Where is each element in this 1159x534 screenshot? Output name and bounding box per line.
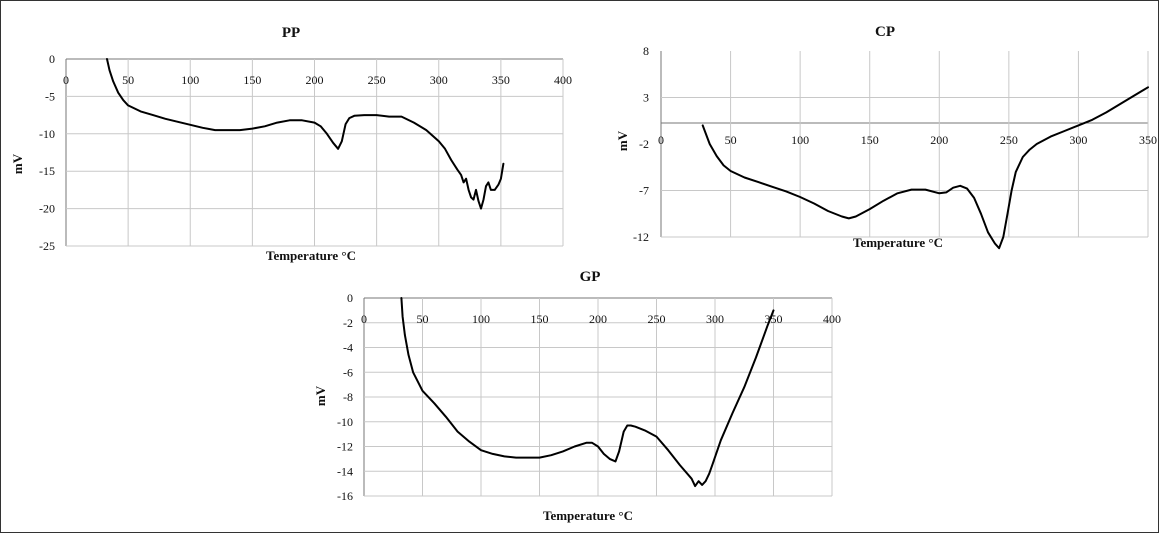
gp-x-tick-label: 250 xyxy=(648,312,666,326)
cp-y-tick-label: -7 xyxy=(639,184,649,198)
cp-x-tick-label: 150 xyxy=(861,133,879,147)
chart-cp: 0 50 100 150 200 250 300 350 8 3 -2 -7 -12 CP Tempe… xyxy=(615,24,1157,250)
pp-y-tick-label: -5 xyxy=(45,89,55,103)
gp-y-tick-label: 0 xyxy=(347,291,353,305)
pp-x-tick-label: 400 xyxy=(554,73,572,87)
gp-x-axis-title: Temperature °C xyxy=(543,508,633,523)
cp-y-tick-label: 8 xyxy=(643,44,649,58)
gp-y-tick-label: -16 xyxy=(337,489,353,503)
cp-title: CP xyxy=(875,24,895,40)
gp-y-tick-label: -6 xyxy=(343,365,353,379)
gp-y-ticks: 0 -2 -4 -6 -8 -10 -12 -14 -16 xyxy=(337,291,353,503)
pp-gridlines xyxy=(65,58,564,247)
pp-y-tick-label: -25 xyxy=(39,239,55,253)
pp-title: PP xyxy=(282,25,300,41)
gp-y-tick-label: -8 xyxy=(343,390,353,404)
pp-x-tick-label: 350 xyxy=(492,73,510,87)
pp-x-tick-label: 300 xyxy=(430,73,448,87)
gp-x-tick-label: 200 xyxy=(589,312,607,326)
pp-x-axis-title: Temperature °C xyxy=(266,248,356,263)
gp-series-line xyxy=(400,297,775,488)
gp-y-axis-title: mV xyxy=(313,385,328,406)
pp-x-tick-label: 250 xyxy=(368,73,386,87)
cp-x-tick-label: 350 xyxy=(1139,133,1157,147)
gp-y-tick-label: -2 xyxy=(343,316,353,330)
gp-y-tick-label: -12 xyxy=(337,440,353,454)
cp-y-tick-label: -2 xyxy=(639,137,649,151)
pp-y-tick-label: -20 xyxy=(39,202,55,216)
cp-y-tick-label: -12 xyxy=(633,230,649,244)
cp-y-axis-title: mV xyxy=(615,130,630,151)
cp-x-tick-label: 250 xyxy=(1000,133,1018,147)
gp-x-tick-label: 0 xyxy=(361,312,367,326)
chart-pp: 0 50 100 150 200 250 300 350 400 0 -5 -10 -15 -20 -25… xyxy=(10,25,572,263)
gp-y-tick-label: -14 xyxy=(337,464,353,478)
cp-x-axis-title: Temperature °C xyxy=(853,235,943,250)
pp-series-line xyxy=(106,58,505,210)
gp-gridlines xyxy=(363,297,833,497)
gp-x-tick-label: 100 xyxy=(472,312,490,326)
chart-gp: 0 50 100 150 200 250 300 350 400 0-2-4-6-8-10-12… xyxy=(313,269,841,523)
pp-x-tick-label: 50 xyxy=(122,73,134,87)
pp-y-axis-title: mV xyxy=(10,153,25,174)
pp-x-tick-label: 150 xyxy=(243,73,261,87)
cp-x-ticks: 0 50 100 150 200 250 300 350 xyxy=(658,133,1157,147)
pp-y-tick-label: -15 xyxy=(39,164,55,178)
pp-x-tick-label: 0 xyxy=(63,73,69,87)
cp-x-tick-label: 100 xyxy=(791,133,809,147)
cp-y-tick-label: 3 xyxy=(643,91,649,105)
cp-x-tick-label: 50 xyxy=(725,133,737,147)
pp-y-tick-label: 0 xyxy=(49,52,55,66)
pp-x-ticks: 0 50 100 150 200 250 300 350 400 xyxy=(63,73,572,87)
pp-y-ticks: 0 -5 -10 -15 -20 -25 xyxy=(39,52,55,253)
gp-x-tick-label: 300 xyxy=(706,312,724,326)
gp-x-tick-label: 400 xyxy=(823,312,841,326)
cp-series-line xyxy=(701,86,1149,250)
cp-y-ticks: 8 3 -2 -7 -12 xyxy=(633,44,649,244)
pp-x-tick-label: 200 xyxy=(306,73,324,87)
cp-x-tick-label: 300 xyxy=(1069,133,1087,147)
pp-x-tick-label: 100 xyxy=(181,73,199,87)
gp-x-tick-label: 50 xyxy=(417,312,429,326)
gp-y-tick-label: -4 xyxy=(343,341,353,355)
gp-x-tick-label: 150 xyxy=(531,312,549,326)
cp-x-tick-label: 200 xyxy=(930,133,948,147)
cp-x-tick-label: 0 xyxy=(658,133,664,147)
gp-title: GP xyxy=(580,269,601,285)
gp-y-tick-label: -10 xyxy=(337,415,353,429)
pp-y-tick-label: -10 xyxy=(39,127,55,141)
